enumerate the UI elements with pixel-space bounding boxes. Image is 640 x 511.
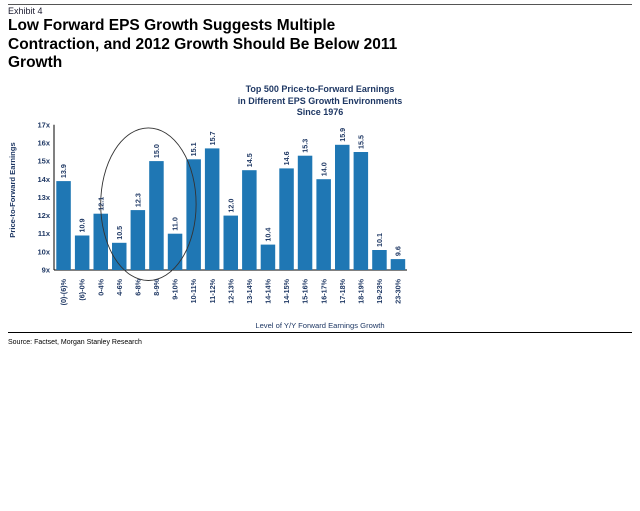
svg-text:0-4%: 0-4% [96,278,105,295]
svg-text:14.0: 14.0 [319,162,328,176]
svg-text:12-13%: 12-13% [226,278,235,303]
svg-text:10.4: 10.4 [264,228,273,242]
svg-text:10.1: 10.1 [375,233,384,247]
svg-text:18-19%: 18-19% [356,278,365,303]
svg-text:9x: 9x [42,266,51,275]
svg-text:14.5: 14.5 [245,153,254,167]
svg-text:10x: 10x [37,247,50,256]
svg-text:15.0: 15.0 [152,144,161,158]
svg-text:10.9: 10.9 [78,219,87,233]
svg-text:14-14%: 14-14% [264,278,273,303]
svg-text:(0)-(6)%: (0)-(6)% [59,278,68,305]
svg-text:8-9%: 8-9% [152,278,161,295]
svg-text:9.6: 9.6 [394,246,403,256]
svg-text:6-8%: 6-8% [134,278,143,295]
svg-text:9-10%: 9-10% [171,278,180,299]
svg-text:16-17%: 16-17% [319,278,328,303]
svg-text:12x: 12x [37,211,50,220]
svg-text:16x: 16x [37,139,50,148]
svg-text:17x: 17x [37,120,50,129]
svg-text:15.5: 15.5 [356,135,365,149]
svg-text:11.0: 11.0 [171,217,180,231]
svg-text:10-11%: 10-11% [189,278,198,303]
svg-text:11-12%: 11-12% [208,278,217,303]
svg-text:19-23%: 19-23% [375,278,384,303]
svg-text:4-6%: 4-6% [115,278,124,295]
svg-text:15-16%: 15-16% [301,278,310,303]
svg-text:(6)-0%: (6)-0% [78,278,87,300]
svg-text:12.0: 12.0 [226,199,235,213]
svg-text:15x: 15x [37,157,50,166]
svg-text:14.6: 14.6 [282,151,291,165]
svg-text:14x: 14x [37,175,50,184]
svg-text:13x: 13x [37,193,50,202]
svg-text:15.3: 15.3 [301,139,310,153]
svg-text:23-30%: 23-30% [394,278,403,303]
svg-text:13.9: 13.9 [59,164,68,178]
svg-text:13-14%: 13-14% [245,278,254,303]
svg-text:15.9: 15.9 [338,128,347,142]
svg-text:12.1: 12.1 [96,197,105,211]
svg-text:11x: 11x [38,229,51,238]
svg-text:15.1: 15.1 [189,142,198,156]
svg-text:15.7: 15.7 [208,131,217,145]
svg-text:14-15%: 14-15% [282,278,291,303]
svg-text:17-18%: 17-18% [338,278,347,303]
svg-text:10.5: 10.5 [115,226,124,240]
svg-text:12.3: 12.3 [134,193,143,207]
